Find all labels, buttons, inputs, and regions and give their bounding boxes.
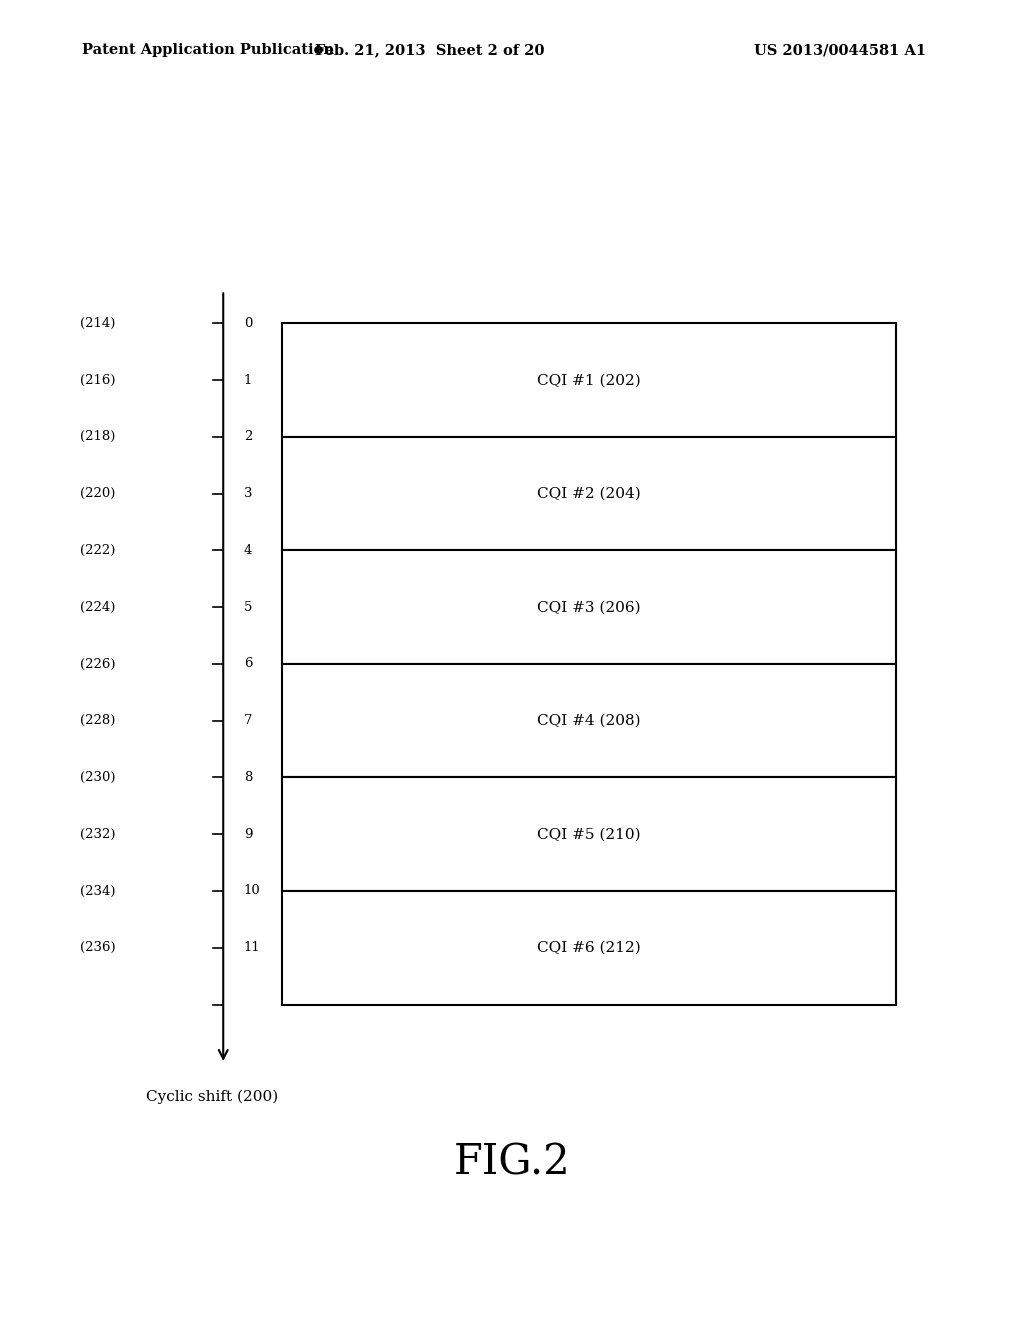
Text: 10: 10 — [244, 884, 260, 898]
Text: (214): (214) — [80, 317, 116, 330]
Text: CQI #2 (204): CQI #2 (204) — [537, 487, 641, 500]
Text: (230): (230) — [80, 771, 116, 784]
Text: 6: 6 — [244, 657, 252, 671]
Text: (236): (236) — [80, 941, 116, 954]
Text: (224): (224) — [80, 601, 116, 614]
Bar — [282, 664, 896, 777]
Text: (222): (222) — [80, 544, 116, 557]
Bar — [282, 777, 896, 891]
Text: (216): (216) — [80, 374, 116, 387]
Bar — [282, 891, 896, 1005]
Text: 2: 2 — [244, 430, 252, 444]
Text: 5: 5 — [244, 601, 252, 614]
Text: 4: 4 — [244, 544, 252, 557]
Text: CQI #1 (202): CQI #1 (202) — [537, 374, 641, 387]
Bar — [282, 550, 896, 664]
Bar — [282, 437, 896, 550]
Text: 8: 8 — [244, 771, 252, 784]
Text: (228): (228) — [80, 714, 116, 727]
Bar — [282, 323, 896, 437]
Text: (218): (218) — [80, 430, 116, 444]
Text: 1: 1 — [244, 374, 252, 387]
Text: Patent Application Publication: Patent Application Publication — [82, 44, 334, 57]
Text: CQI #3 (206): CQI #3 (206) — [537, 601, 641, 614]
Text: 11: 11 — [244, 941, 260, 954]
Text: CQI #5 (210): CQI #5 (210) — [537, 828, 641, 841]
Text: FIG.2: FIG.2 — [454, 1142, 570, 1184]
Text: (220): (220) — [80, 487, 116, 500]
Text: (226): (226) — [80, 657, 116, 671]
Text: US 2013/0044581 A1: US 2013/0044581 A1 — [754, 44, 926, 57]
Text: 9: 9 — [244, 828, 252, 841]
Text: Feb. 21, 2013  Sheet 2 of 20: Feb. 21, 2013 Sheet 2 of 20 — [315, 44, 545, 57]
Text: 0: 0 — [244, 317, 252, 330]
Text: CQI #4 (208): CQI #4 (208) — [537, 714, 641, 727]
Text: CQI #6 (212): CQI #6 (212) — [537, 941, 641, 954]
Text: 3: 3 — [244, 487, 252, 500]
Text: 7: 7 — [244, 714, 252, 727]
Text: (234): (234) — [80, 884, 116, 898]
Text: (232): (232) — [80, 828, 116, 841]
Text: Cyclic shift (200): Cyclic shift (200) — [146, 1090, 279, 1104]
